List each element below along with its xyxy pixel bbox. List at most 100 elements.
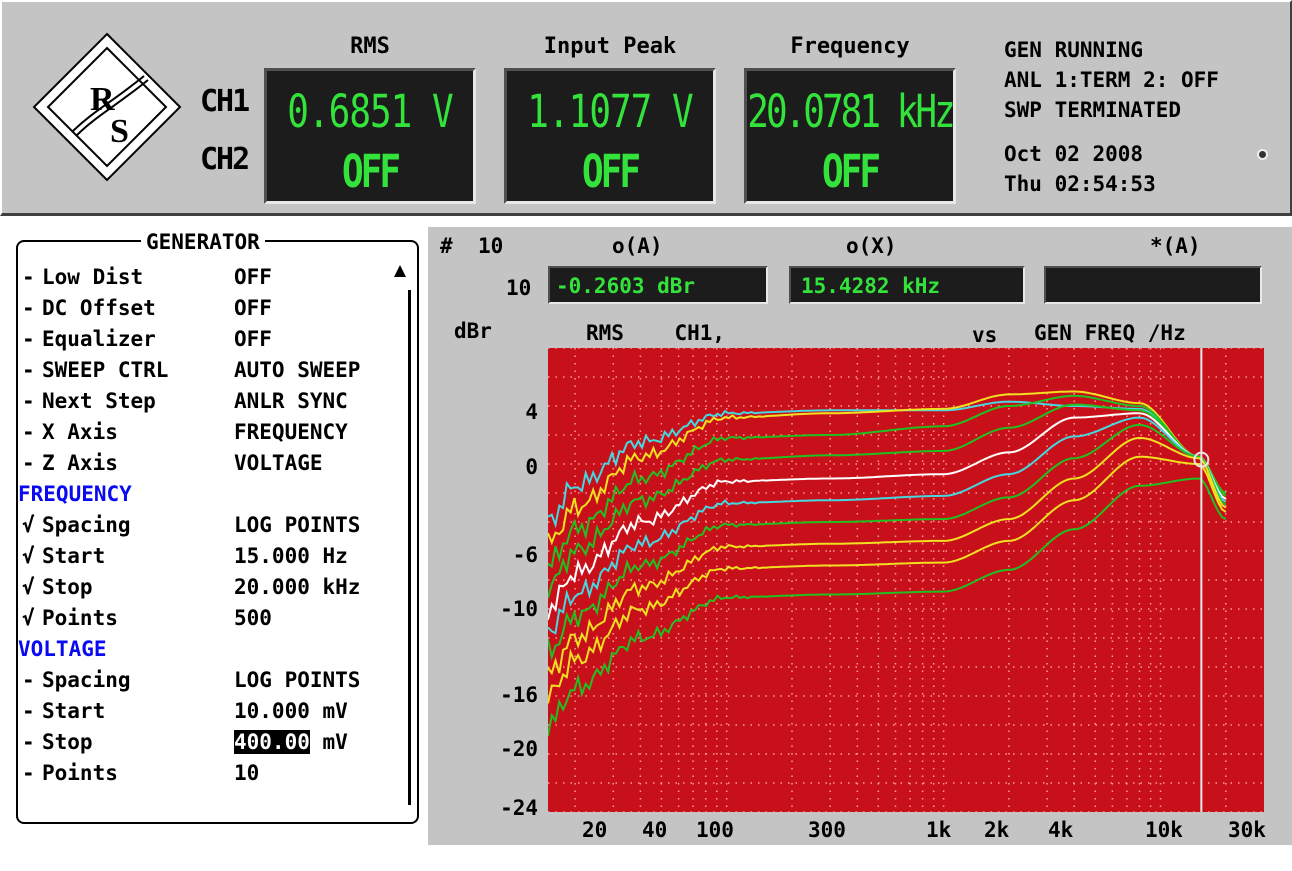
gen-row-x-axis[interactable]: - X Axis FREQUENCY	[22, 418, 348, 446]
check-icon: √	[22, 513, 35, 537]
y-tick: -10	[500, 597, 538, 621]
row-value: OFF	[234, 296, 272, 320]
measurement-header: R S CH1 CH2 RMS Input Peak Frequency 0.6…	[0, 0, 1292, 216]
freq-row-start[interactable]: √ Start 15.000 Hz	[22, 542, 348, 570]
cursor-star-readout	[1044, 266, 1262, 304]
row-label: X Axis	[42, 420, 118, 444]
volt-stop-edit-field[interactable]: 400.00	[234, 730, 310, 754]
trace-line	[548, 394, 1227, 569]
sweep-plot[interactable]	[548, 348, 1264, 812]
freq-row-stop[interactable]: √ Stop 20.000 kHz	[22, 573, 360, 601]
x-tick: 30k	[1228, 818, 1266, 842]
gen-row-sweep-ctrl[interactable]: - SWEEP CTRL AUTO SWEEP	[22, 356, 360, 384]
generator-title: GENERATOR	[141, 230, 265, 254]
x-tick: 40	[642, 818, 668, 842]
trace-line	[548, 412, 1227, 620]
frequency-display: 20.0781 kHz OFF	[744, 68, 956, 204]
volt-row-spacing[interactable]: - Spacing LOG POINTS	[22, 666, 360, 694]
activity-indicator-icon	[1257, 149, 1268, 160]
x-tick: 20	[582, 818, 608, 842]
vs-label: vs	[972, 323, 998, 347]
volt-row-points[interactable]: - Points 10	[22, 759, 259, 787]
gen-row-dc-offset[interactable]: - DC Offset OFF	[22, 294, 272, 322]
freq-ch1-value: 20.0781 kHz	[747, 87, 955, 139]
x-axis-description: GEN FREQ /Hz	[1034, 321, 1186, 345]
row-label: Stop	[42, 730, 93, 754]
row-marker: -	[22, 761, 35, 785]
row-label: Points	[42, 761, 118, 785]
volt-stop-value: 400.00 mV	[234, 728, 348, 756]
peak-ch2-value: OFF	[581, 147, 641, 199]
row-marker: -	[22, 327, 35, 351]
x-tick: 10k	[1145, 818, 1183, 842]
row-label: Next Step	[42, 389, 156, 413]
time-display: Thu 02:54:53	[1004, 172, 1156, 196]
row-marker: -	[22, 420, 35, 444]
row-label: SWEEP CTRL	[42, 358, 169, 382]
row-value: FREQUENCY	[234, 420, 348, 444]
rs-logo-icon: R S	[32, 32, 182, 182]
rms-ch2-value: OFF	[341, 147, 401, 199]
x-tick: 300	[808, 818, 846, 842]
y-unit-label: dBr	[454, 319, 492, 343]
frequency-header: Frequency	[790, 34, 910, 59]
volt-row-start[interactable]: - Start 10.000 mV	[22, 697, 348, 725]
svg-text:S: S	[110, 113, 129, 150]
gen-row-low-dist[interactable]: - Low Dist OFF	[22, 263, 272, 291]
row-value: VOLTAGE	[234, 451, 323, 475]
cursor-x-label: o(X)	[846, 234, 897, 258]
freq-ch2-value: OFF	[821, 147, 881, 199]
check-icon: √	[22, 606, 35, 630]
trace-count-row: 10	[506, 276, 532, 300]
row-label: Stop	[42, 575, 93, 599]
y-tick: 4	[525, 400, 538, 424]
date-display: Oct 02 2008	[1004, 142, 1144, 166]
svg-text:R: R	[90, 81, 115, 118]
row-marker: -	[22, 668, 35, 692]
trace-count-top: 10	[478, 234, 504, 258]
row-value: OFF	[234, 265, 272, 289]
rms-ch1-value: 0.6851 V	[287, 87, 453, 139]
cursor-a-readout: -0.2603 dBr	[548, 266, 768, 304]
row-label: Low Dist	[42, 265, 144, 289]
input-peak-header: Input Peak	[543, 34, 677, 59]
row-marker: -	[22, 699, 35, 723]
trace-line	[548, 423, 1227, 661]
x-tick: 2k	[984, 818, 1010, 842]
frequency-section-heading: FREQUENCY	[18, 482, 132, 506]
row-value: 10.000 mV	[234, 699, 348, 723]
generator-scrollbar[interactable]	[408, 290, 411, 805]
row-label: Spacing	[42, 668, 131, 692]
gen-row-next-step[interactable]: - Next Step ANLR SYNC	[22, 387, 348, 415]
y-tick: 0	[525, 455, 538, 479]
y-tick: -24	[500, 796, 538, 820]
voltage-section-heading: VOLTAGE	[18, 637, 107, 661]
row-label: DC Offset	[42, 296, 156, 320]
gen-row-equalizer[interactable]: - Equalizer OFF	[22, 325, 272, 353]
trace-line	[548, 416, 1227, 635]
trace-line	[548, 477, 1227, 737]
gen-row-z-axis[interactable]: - Z Axis VOLTAGE	[22, 449, 323, 477]
x-tick: 100	[696, 818, 734, 842]
scroll-up-icon[interactable]	[394, 265, 406, 277]
row-marker: -	[22, 296, 35, 320]
cursor-a-label: o(A)	[612, 234, 663, 258]
plot-cursor[interactable]	[1193, 348, 1210, 812]
volt-row-stop[interactable]: - Stop 400.00 mV	[22, 728, 348, 756]
freq-row-spacing[interactable]: √ Spacing LOG POINTS	[22, 511, 360, 539]
row-label: Equalizer	[42, 327, 156, 351]
row-label: Start	[42, 544, 106, 568]
x-tick: 1k	[926, 818, 952, 842]
x-tick: 4k	[1048, 818, 1074, 842]
plot-traces	[548, 390, 1227, 737]
cursor-star-label: *(A)	[1150, 234, 1201, 258]
swp-status: SWP TERMINATED	[1004, 98, 1182, 122]
trace-line	[548, 403, 1227, 599]
row-marker: -	[22, 730, 35, 754]
check-icon: √	[22, 575, 35, 599]
row-value: 500	[234, 606, 272, 630]
row-label: Start	[42, 699, 106, 723]
check-icon: √	[22, 544, 35, 568]
cursor-marker	[1193, 451, 1210, 468]
freq-row-points[interactable]: √ Points 500	[22, 604, 272, 632]
